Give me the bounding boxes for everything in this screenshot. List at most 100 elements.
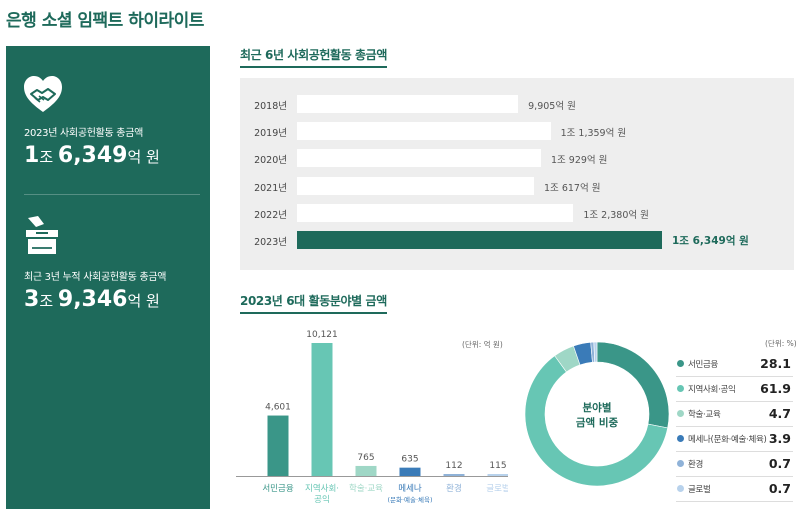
legend-item: 학술·교육 4.7 <box>676 402 793 427</box>
legend-swatch <box>677 410 684 417</box>
category-bar-label: 메세나 <box>398 484 422 494</box>
legend-label: 메세나(문화·예술·체육) <box>688 435 767 445</box>
yearly-bar-year: 2019년 <box>254 128 287 140</box>
category-bar <box>311 343 333 476</box>
legend-swatch <box>677 385 684 392</box>
legend-value: 0.7 <box>768 456 791 471</box>
share-legend: 서민금융 28.1 지역사회·공익 61.9 학술·교육 4.7 메세나(문화·예술·체육)… <box>676 352 793 502</box>
legend-value: 0.7 <box>768 481 791 496</box>
kpi-unit-jo: 조 <box>39 292 58 310</box>
yearly-bar-value: 1조 6,349억 원 <box>672 235 749 247</box>
legend-label: 글로벌 <box>688 485 711 495</box>
yearly-bar-year: 2022년 <box>254 209 287 221</box>
legend-swatch <box>677 360 684 367</box>
category-chart-title: 2023년 6대 활동분야별 금액 <box>240 292 387 314</box>
yearly-bar <box>297 176 535 195</box>
yearly-bar-value: 1조 929억 원 <box>550 155 608 167</box>
legend-swatch <box>677 435 684 442</box>
legend-item: 지역사회·공익 61.9 <box>676 377 793 402</box>
category-bar-value: 112 <box>445 461 462 471</box>
yearly-bar-row: 2021년 1조 617억 원 <box>240 176 794 195</box>
kpi-label: 2023년 사회공헌활동 총금액 <box>24 128 144 139</box>
category-bar-value: 115 <box>489 461 506 471</box>
kpi-unit-jo: 조 <box>39 148 58 166</box>
legend-item: 서민금융 28.1 <box>676 352 793 377</box>
yearly-bar-value: 1조 1,359억 원 <box>560 128 627 140</box>
donut-slice <box>596 342 669 429</box>
yearly-bar-row: 2020년 1조 929억 원 <box>240 149 794 168</box>
kpi-value: 1조 6,349억 원 <box>24 143 204 168</box>
yearly-bar-row: 2023년 1조 6,349억 원 <box>240 231 794 249</box>
summary-panel: 2023년 사회공헌활동 총금액 1조 6,349억 원 최근 3년 누적 사회… <box>6 46 210 509</box>
yearly-bar <box>297 95 519 113</box>
legend-label: 환경 <box>688 460 704 470</box>
category-bar-label: 서민금융 <box>262 483 293 494</box>
category-bar <box>443 474 465 476</box>
category-bar-label: (문화·예술·체육) <box>387 495 432 504</box>
legend-item: 글로벌 0.7 <box>676 477 793 502</box>
category-bar <box>487 474 508 476</box>
kpi-unit-eok: 억 원 <box>127 148 160 166</box>
legend-value: 61.9 <box>760 381 791 396</box>
yearly-chart-title: 최근 6년 사회공헌활동 총금액 <box>240 46 387 68</box>
yearly-bar-year: 2018년 <box>254 101 287 112</box>
category-bar-label: 글로벌 <box>486 483 508 494</box>
kpi-total-3yr: 최근 3년 누적 사회공헌활동 총금액 3조 9,346억 원 <box>24 268 204 312</box>
yearly-bar-value: 1조 2,380억 원 <box>583 209 649 221</box>
legend-label: 지역사회·공익 <box>688 385 736 395</box>
heart-handshake-icon <box>24 76 62 112</box>
kpi-divider <box>24 194 200 195</box>
category-bar-value: 635 <box>401 455 418 465</box>
kpi-num-eok: 6,349 <box>57 143 128 168</box>
legend-item: 메세나(문화·예술·체육) 3.9 <box>676 427 793 452</box>
yearly-bar-year: 2023년 <box>254 237 287 248</box>
category-bar <box>267 415 289 476</box>
yearly-bar-year: 2020년 <box>254 155 287 167</box>
yearly-bar <box>297 231 662 249</box>
kpi-num-jo: 3 <box>24 287 40 312</box>
legend-value: 3.9 <box>768 431 791 446</box>
category-bar-label: 학술·교육 <box>349 483 383 494</box>
yearly-bar <box>297 149 541 168</box>
legend-item: 환경 0.7 <box>676 452 793 477</box>
legend-value: 4.7 <box>768 406 791 421</box>
donut-slice <box>525 355 668 486</box>
yearly-bar-row: 2018년 9,905억 원 <box>240 95 794 113</box>
share-unit-note: (단위: %) <box>765 339 797 348</box>
yearly-bar-value: 9,905억 원 <box>528 101 576 112</box>
category-bar-value: 765 <box>357 453 374 463</box>
kpi-total-2023: 2023년 사회공헌활동 총금액 1조 6,349억 원 <box>24 124 204 168</box>
kpi-value: 3조 9,346억 원 <box>24 287 204 312</box>
category-bar-chart: 4,601 서민금융 10,121 지역사회·공익 765 학술·교육 635 메세나(문화·… <box>236 330 508 505</box>
yearly-bar <box>297 203 574 222</box>
category-bar-value: 10,121 <box>306 330 338 340</box>
legend-label: 서민금융 <box>688 360 719 370</box>
kpi-num-jo: 1 <box>24 143 40 168</box>
donut-center-label: 분야별 <box>583 401 612 414</box>
category-bar-value: 4,601 <box>265 403 291 413</box>
legend-swatch <box>677 485 684 492</box>
donut-center-label: 금액 비중 <box>576 416 619 429</box>
legend-value: 28.1 <box>760 356 791 371</box>
donation-box-icon <box>26 216 58 254</box>
donut-slice <box>593 342 598 363</box>
category-bar <box>355 465 377 476</box>
yearly-bar-value: 1조 617억 원 <box>544 182 601 194</box>
legend-label: 학술·교육 <box>688 410 721 420</box>
category-bar-label: 환경 <box>446 483 462 494</box>
kpi-unit-eok: 억 원 <box>127 292 160 310</box>
category-bar-label: 지역사회· <box>305 483 339 494</box>
category-bar-label: 공익 <box>314 494 330 505</box>
legend-swatch <box>677 460 684 467</box>
page-title: 은행 소셜 임팩트 하이라이트 <box>6 11 204 31</box>
yearly-bar-row: 2019년 1조 1,359억 원 <box>240 122 794 141</box>
kpi-label: 최근 3년 누적 사회공헌활동 총금액 <box>24 272 167 283</box>
category-unit-note: (단위: 억 원) <box>462 340 503 349</box>
kpi-num-eok: 9,346 <box>57 287 128 312</box>
yearly-bar <box>297 122 551 141</box>
yearly-bar-row: 2022년 1조 2,380억 원 <box>240 203 794 222</box>
category-bar <box>399 467 421 476</box>
yearly-bar-year: 2021년 <box>254 182 287 194</box>
yearly-bar-chart: 2018년 9,905억 원 2019년 1조 1,359억 원 2020년 1조 929… <box>240 78 794 270</box>
